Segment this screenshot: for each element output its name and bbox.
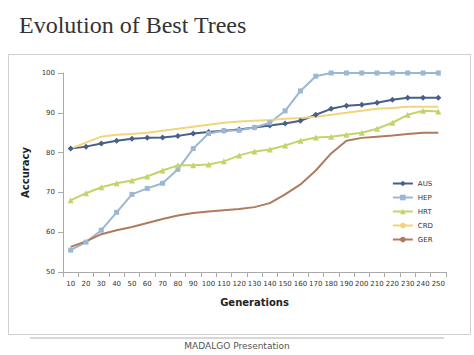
svg-text:140: 140	[263, 280, 276, 288]
svg-text:50: 50	[46, 268, 55, 276]
svg-text:90: 90	[189, 280, 198, 288]
svg-text:220: 220	[386, 280, 399, 288]
svg-text:70: 70	[158, 280, 167, 288]
svg-text:130: 130	[248, 280, 261, 288]
svg-text:100: 100	[202, 280, 215, 288]
svg-text:250: 250	[432, 280, 445, 288]
svg-text:Generations: Generations	[220, 297, 289, 308]
svg-text:60: 60	[143, 280, 152, 288]
svg-text:GER: GER	[418, 236, 433, 244]
svg-text:20: 20	[82, 280, 91, 288]
svg-text:90: 90	[46, 109, 55, 117]
svg-text:120: 120	[232, 280, 245, 288]
svg-text:180: 180	[324, 280, 337, 288]
svg-text:100: 100	[42, 69, 55, 77]
svg-text:210: 210	[370, 280, 383, 288]
svg-text:60: 60	[46, 228, 55, 236]
svg-text:110: 110	[217, 280, 230, 288]
svg-text:30: 30	[97, 280, 106, 288]
svg-text:CRD: CRD	[418, 222, 433, 230]
svg-text:150: 150	[278, 280, 291, 288]
svg-text:80: 80	[46, 149, 55, 157]
svg-text:50: 50	[127, 280, 136, 288]
svg-text:230: 230	[401, 280, 414, 288]
svg-text:Evolution of Best Trees: Evolution of Best Trees	[19, 12, 246, 38]
svg-text:190: 190	[340, 280, 353, 288]
svg-text:Accuracy: Accuracy	[20, 147, 31, 198]
svg-text:240: 240	[416, 280, 429, 288]
svg-text:70: 70	[46, 188, 55, 196]
svg-text:10: 10	[66, 280, 75, 288]
svg-text:200: 200	[355, 280, 368, 288]
svg-text:170: 170	[309, 280, 322, 288]
svg-text:MADALGO Presentation: MADALGO Presentation	[184, 341, 289, 351]
svg-text:HRT: HRT	[418, 208, 433, 216]
svg-text:AUS: AUS	[418, 180, 433, 188]
svg-text:80: 80	[173, 280, 182, 288]
svg-text:HEP: HEP	[418, 194, 432, 202]
svg-text:160: 160	[294, 280, 307, 288]
svg-text:40: 40	[112, 280, 121, 288]
